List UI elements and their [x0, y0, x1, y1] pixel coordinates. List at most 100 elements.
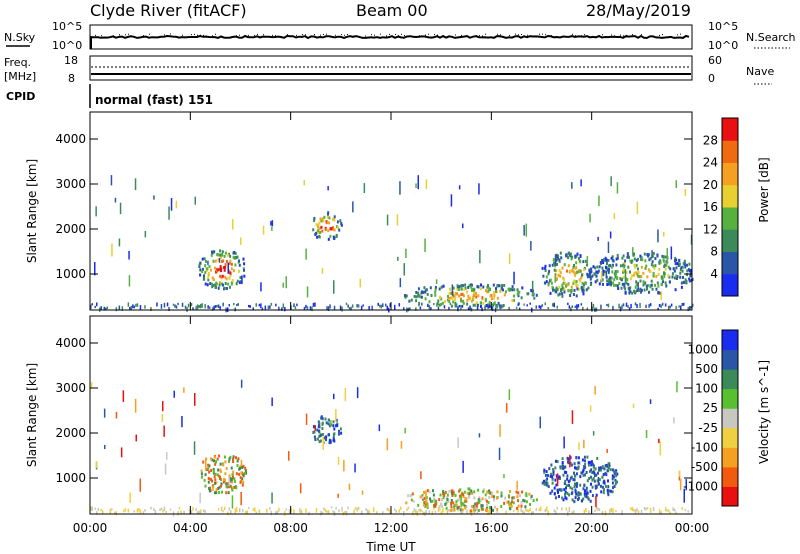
echo-cell	[175, 305, 178, 309]
echo-cell	[477, 488, 480, 492]
echo-cell	[629, 290, 632, 294]
echo-cell	[567, 256, 570, 260]
echo-cell	[284, 307, 286, 312]
echo-cell	[91, 303, 93, 306]
echo-cell	[606, 448, 608, 454]
echo-cell	[132, 304, 134, 309]
echo-cell	[103, 408, 106, 418]
echo-cell	[667, 274, 670, 278]
echo-cell	[319, 231, 322, 234]
echo-cell	[600, 261, 602, 265]
echo-cell	[664, 255, 667, 259]
echo-cell	[640, 258, 643, 261]
echo-cell	[648, 290, 650, 294]
echo-cell	[602, 273, 605, 277]
echo-cell	[583, 473, 586, 477]
echo-cell	[377, 302, 379, 306]
echo-cell	[547, 307, 549, 310]
echo-cell	[523, 511, 525, 515]
echo-cell	[603, 258, 605, 262]
echo-cell	[407, 506, 410, 510]
echo-cell	[573, 264, 575, 267]
echo-cell	[464, 283, 467, 287]
echo-cell	[676, 262, 679, 266]
echo-cell	[597, 507, 599, 511]
echo-cell	[523, 499, 526, 503]
echo-cell	[617, 287, 620, 290]
echo-cell	[581, 281, 584, 285]
echo-cell	[627, 282, 630, 286]
echo-cell	[425, 496, 428, 500]
echo-cell	[266, 508, 268, 513]
echo-cell	[680, 285, 683, 289]
echo-cell	[332, 433, 335, 437]
echo-cell	[327, 422, 330, 426]
colorbar-swatch	[722, 162, 738, 186]
echo-cell	[515, 306, 518, 309]
echo-cell	[628, 287, 631, 291]
echo-cell	[457, 306, 459, 312]
echo-cell	[633, 273, 635, 277]
echo-cell	[619, 264, 622, 268]
echo-cell	[440, 285, 443, 289]
echo-cell	[437, 306, 440, 311]
echo-cell	[649, 256, 652, 260]
echo-cell	[368, 510, 370, 514]
echo-cell	[204, 510, 206, 513]
echo-cell	[616, 472, 619, 476]
echo-cell	[670, 246, 673, 260]
echo-cell	[615, 510, 617, 513]
echo-cell	[461, 511, 464, 514]
echo-cell	[552, 288, 554, 292]
echo-cell	[625, 302, 628, 307]
echo-cell	[481, 296, 484, 300]
echo-cell	[558, 258, 561, 262]
echo-cell	[118, 305, 121, 311]
echo-cell	[450, 194, 453, 207]
echo-cell	[212, 470, 215, 474]
echo-cell	[449, 296, 452, 300]
echo-cell	[504, 290, 507, 294]
power-y-label: Slant Range [km]	[25, 159, 39, 263]
echo-cell	[187, 303, 190, 308]
echo-cell	[589, 213, 591, 223]
x-tick: 16:00	[474, 316, 509, 535]
echo-cell	[204, 282, 207, 286]
echo-cell	[560, 488, 563, 492]
colorbar-tick-label: -25	[698, 421, 718, 435]
echo-cell	[221, 274, 224, 278]
colorbar-tick-label: -100	[691, 440, 718, 454]
echo-cell	[245, 511, 247, 515]
echo-cell	[217, 304, 220, 308]
echo-cell	[511, 500, 513, 504]
echo-cell	[441, 504, 444, 508]
echo-cell	[403, 307, 405, 311]
echo-cell	[325, 421, 328, 425]
echo-cell	[552, 470, 555, 473]
echo-cell	[276, 510, 279, 515]
echo-cell	[205, 269, 208, 273]
echo-cell	[601, 475, 604, 479]
echo-cell	[502, 304, 505, 307]
colorbar-swatch	[722, 140, 738, 163]
echo-cell	[607, 241, 610, 253]
echo-cell	[458, 489, 461, 493]
echo-cell	[415, 295, 418, 299]
echo-cell	[507, 500, 510, 504]
echo-cell	[212, 485, 214, 492]
echo-cell	[411, 492, 414, 496]
echo-cell	[574, 482, 576, 486]
echo-cell	[316, 231, 319, 234]
echo-cell	[565, 497, 568, 501]
echo-cell	[162, 509, 164, 513]
echo-cell	[577, 287, 580, 291]
echo-cell	[127, 302, 130, 307]
echo-cell	[96, 511, 98, 515]
echo-cell	[603, 479, 606, 483]
echo-cell	[663, 265, 666, 269]
echo-cell	[607, 264, 610, 268]
echo-cell	[591, 462, 594, 466]
colorbar-tick-label: 100	[695, 382, 718, 396]
echo-cell	[512, 501, 515, 505]
echo-cell	[214, 472, 217, 476]
